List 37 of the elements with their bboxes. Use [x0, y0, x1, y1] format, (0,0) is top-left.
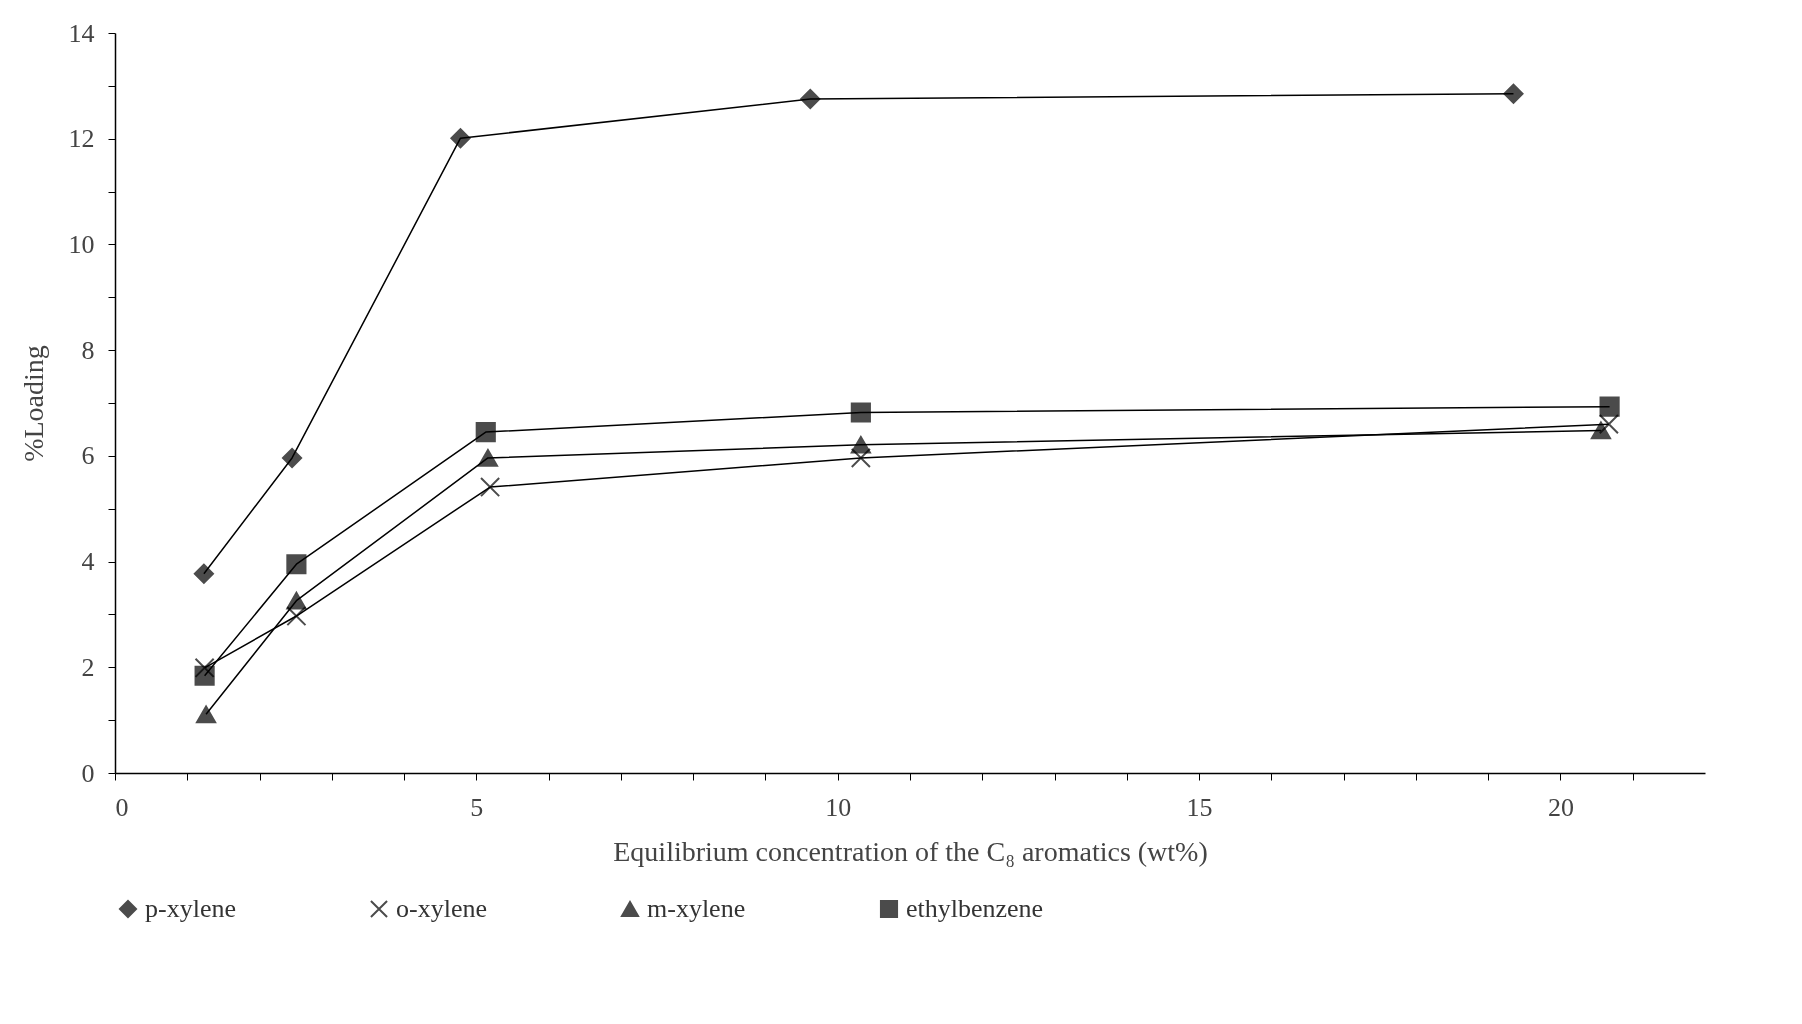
- point: [475, 421, 496, 443]
- x-tick-label: 5: [470, 792, 484, 822]
- y-tick-label: 14: [68, 18, 95, 48]
- y-tick-label: 10: [68, 229, 95, 259]
- legend-label: p-xylene: [145, 894, 236, 923]
- x-tick-label: 20: [1547, 792, 1574, 822]
- point: [195, 705, 217, 724]
- x-axis-title: Equilibrium concentration of the C₈ aromatics (wt%): [613, 835, 1208, 867]
- point: [477, 449, 499, 467]
- point: [1598, 414, 1619, 435]
- x-tick-label: 15: [1186, 792, 1213, 822]
- x-tick-label: 0: [115, 792, 129, 822]
- y-axis-title: %Loading: [17, 345, 49, 462]
- point: [850, 435, 871, 454]
- point: [850, 447, 871, 469]
- point: [193, 563, 214, 584]
- point: [480, 476, 501, 498]
- point: [194, 665, 215, 686]
- legend-label: o-xylene: [396, 894, 487, 923]
- y-tick-label: 12: [68, 124, 95, 154]
- legend-label: m-xylene: [647, 894, 746, 923]
- point: [286, 554, 307, 575]
- y-tick-label: 8: [81, 335, 95, 365]
- point: [450, 128, 471, 149]
- x-tick-label: 10: [825, 792, 852, 822]
- point: [850, 402, 871, 423]
- point: [1503, 83, 1524, 104]
- point: [1599, 396, 1620, 417]
- y-tick-label: 6: [81, 441, 95, 471]
- point: [1590, 421, 1612, 440]
- legend-label: ethylbenzene: [906, 894, 1044, 923]
- point: [800, 88, 821, 110]
- point: [286, 591, 307, 610]
- y-tick-label: 0: [81, 758, 95, 788]
- y-tick-label: 2: [81, 652, 95, 682]
- point: [281, 447, 303, 469]
- y-tick-label: 4: [81, 547, 95, 577]
